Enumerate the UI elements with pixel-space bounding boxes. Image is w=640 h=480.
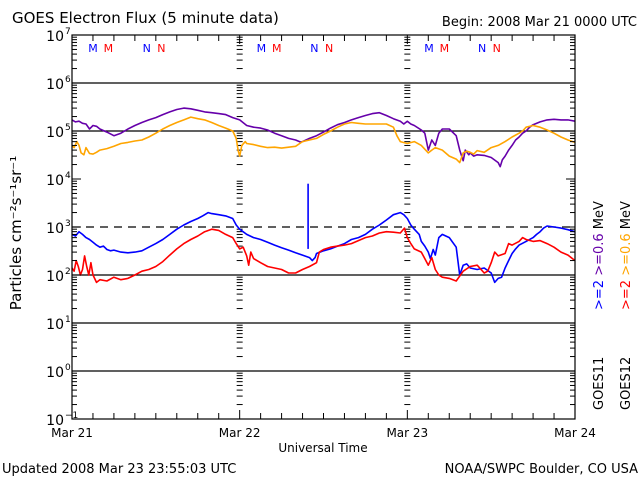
y-tick-label: 10 [46, 317, 64, 333]
legend-entry: >=2 [592, 280, 607, 310]
series-line [71, 116, 576, 164]
time-mark-label: M [257, 42, 267, 55]
y-tick-exponent: 2 [65, 267, 71, 277]
y-tick-exponent: 5 [65, 123, 71, 133]
y-tick-label: 10 [46, 29, 64, 45]
begin-label: Begin: 2008 Mar 21 0000 UTC [442, 15, 637, 30]
time-mark-label: M [88, 42, 98, 55]
x-tick-label: Mar 24 [554, 426, 596, 440]
time-mark-label: M [272, 42, 282, 55]
y-tick-label: 10 [46, 269, 64, 285]
reference-lines [72, 82, 575, 372]
time-mark-label: N [478, 42, 486, 55]
legend-entry: >=0.6 [619, 233, 634, 280]
legend-column: GOES11 [592, 357, 607, 410]
chart-title: GOES Electron Flux (5 minute data) [12, 9, 279, 27]
x-tick-label: Mar 21 [51, 426, 93, 440]
y-tick-exponent: 0 [65, 363, 71, 373]
day-boundary-ticks [236, 36, 411, 406]
legend-column: GOES12 [619, 357, 634, 410]
series-group [71, 107, 576, 284]
time-mark-label: M [104, 42, 114, 55]
y-tick-exponent: 7 [65, 27, 71, 37]
time-mark-label: N [493, 42, 501, 55]
x-tick-label: Mar 23 [386, 426, 428, 440]
y-tick-label: 10 [46, 365, 64, 381]
legend-entry: GOES12 [619, 357, 634, 410]
y-tick-exponent: 6 [65, 75, 71, 85]
time-mark-label: N [310, 42, 318, 55]
y-tick-label: 10 [46, 413, 64, 429]
y-tick-label: 10 [46, 221, 64, 237]
y-tick-label: 10 [46, 77, 64, 93]
legend-entry: GOES11 [592, 357, 607, 410]
updated-label: Updated 2008 Mar 23 23:55:03 UTC [2, 462, 236, 477]
series-line [71, 227, 576, 284]
legend-column: >=2 >=0.6 MeV [592, 201, 607, 310]
y-tick-exponent: 1 [65, 315, 71, 325]
series-line [71, 211, 576, 284]
y-axis-label: Particles cm⁻²s⁻¹sr⁻¹ [7, 156, 25, 310]
legend-entry: MeV [592, 201, 607, 233]
y-tick-label: 10 [46, 125, 64, 141]
y-tick-exponent: 3 [65, 219, 71, 229]
legend-entry: >=0.6 [592, 233, 607, 280]
legend-entry: >=2 [619, 280, 634, 310]
time-mark-label: N [157, 42, 165, 55]
source-label: NOAA/SWPC Boulder, CO USA [445, 462, 638, 477]
x-axis-label: Universal Time [278, 441, 367, 455]
y-tick-label: 10 [46, 173, 64, 189]
x-tick-label: Mar 22 [219, 426, 261, 440]
time-mark-label: M [440, 42, 450, 55]
series-line [71, 107, 576, 168]
legend-column: >=2 >=0.6 MeV [619, 201, 634, 310]
time-mark-label: N [325, 42, 333, 55]
y-tick-exponent: 4 [65, 171, 71, 181]
time-mark-label: N [143, 42, 151, 55]
legend-entry: MeV [619, 201, 634, 233]
time-mark-label: M [424, 42, 434, 55]
x-axis-ticks: Mar 21 Mar 22 Mar 23 Mar 24 [51, 35, 596, 440]
